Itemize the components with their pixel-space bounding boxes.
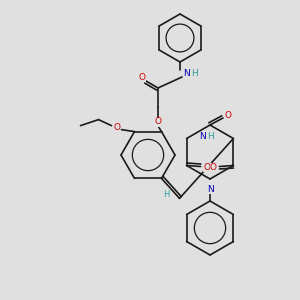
Text: N: N [183, 70, 189, 79]
Text: H: H [190, 70, 197, 79]
Text: O: O [210, 163, 217, 172]
Text: N: N [199, 132, 206, 141]
Text: H: H [207, 132, 214, 141]
Text: O: O [113, 123, 120, 132]
Text: N: N [207, 184, 213, 194]
Text: O: O [154, 118, 161, 127]
Text: O: O [139, 73, 145, 82]
Text: H: H [163, 190, 170, 199]
Text: O: O [224, 110, 232, 119]
Text: O: O [203, 163, 210, 172]
